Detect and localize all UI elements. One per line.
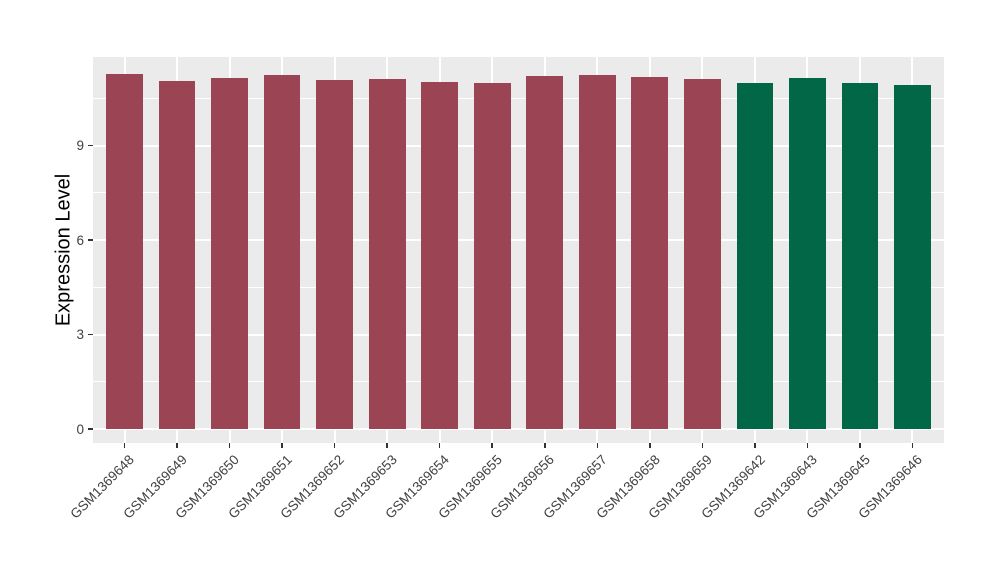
gridline-minor-horizontal bbox=[93, 97, 944, 99]
bar-GSM1369648 bbox=[106, 73, 143, 429]
x-tick-mark bbox=[438, 443, 441, 448]
y-axis-title: Expression Level bbox=[52, 173, 75, 327]
gridline-minor-horizontal bbox=[93, 286, 944, 288]
bar-GSM1369652 bbox=[316, 79, 354, 429]
y-tick-label: 9 bbox=[76, 138, 84, 154]
x-tick-mark bbox=[701, 443, 704, 448]
bar-GSM1369650 bbox=[211, 77, 248, 429]
x-tick-mark bbox=[649, 443, 651, 448]
y-tick-label: 0 bbox=[76, 421, 84, 437]
gridline-minor-horizontal bbox=[93, 381, 944, 383]
x-tick-mark bbox=[228, 443, 231, 448]
gridline-major-horizontal bbox=[93, 333, 944, 336]
x-tick-mark bbox=[176, 443, 178, 448]
y-tick-label: 3 bbox=[76, 327, 84, 343]
y-tick-mark bbox=[88, 144, 93, 147]
x-tick-mark bbox=[491, 443, 493, 448]
bar-GSM1369643 bbox=[789, 78, 826, 429]
bar-GSM1369645 bbox=[841, 83, 879, 429]
bar-GSM1369655 bbox=[473, 83, 511, 429]
y-tick-mark bbox=[88, 333, 93, 336]
bar-GSM1369654 bbox=[421, 82, 459, 429]
bar-GSM1369646 bbox=[894, 85, 931, 429]
x-tick-mark bbox=[911, 443, 914, 448]
x-tick-mark bbox=[806, 443, 809, 448]
x-tick-mark bbox=[754, 443, 756, 448]
y-tick-mark bbox=[88, 428, 93, 430]
x-tick-mark bbox=[596, 443, 599, 448]
x-tick-mark bbox=[386, 443, 388, 448]
gridline-major-horizontal bbox=[93, 239, 944, 242]
bar-GSM1369659 bbox=[683, 78, 721, 429]
gridline-major-horizontal bbox=[93, 144, 944, 147]
bar-GSM1369642 bbox=[736, 83, 774, 429]
bar-GSM1369657 bbox=[578, 75, 616, 429]
plot-panel bbox=[93, 57, 944, 443]
bar-GSM1369658 bbox=[631, 77, 669, 429]
x-tick-mark bbox=[333, 443, 336, 448]
x-tick-mark bbox=[859, 443, 861, 448]
gridline-minor-horizontal bbox=[93, 192, 944, 194]
x-tick-mark bbox=[281, 443, 283, 448]
y-tick-mark bbox=[88, 239, 93, 241]
y-tick-label: 6 bbox=[76, 232, 84, 248]
x-tick-mark bbox=[544, 443, 546, 448]
gridline-major-horizontal bbox=[93, 428, 944, 430]
bar-GSM1369656 bbox=[526, 76, 564, 429]
x-tick-mark bbox=[123, 443, 126, 448]
bar-GSM1369651 bbox=[263, 74, 301, 429]
bar-GSM1369653 bbox=[368, 78, 406, 429]
bar-GSM1369649 bbox=[158, 81, 196, 429]
